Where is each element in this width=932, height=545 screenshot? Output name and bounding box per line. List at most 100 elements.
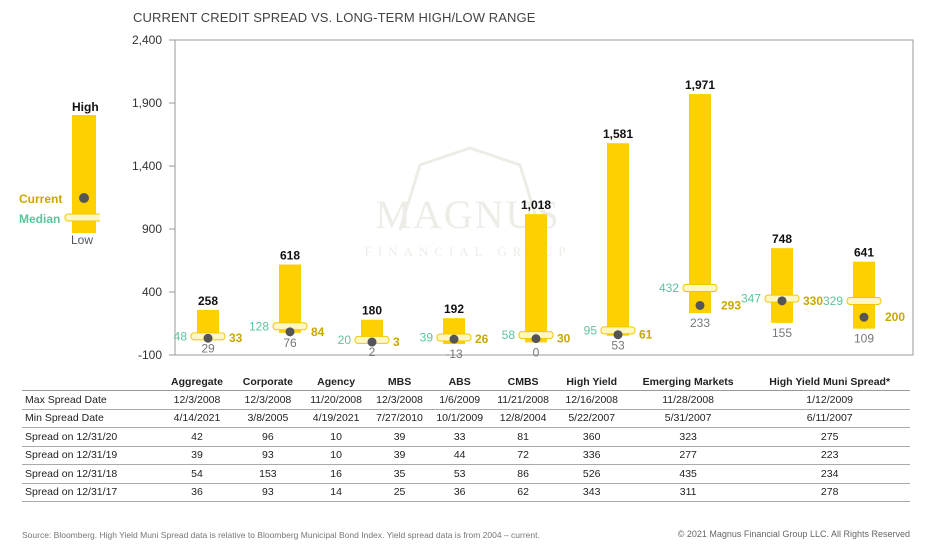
table-cell: 360 xyxy=(556,427,627,447)
table-cell: 12/8/2004 xyxy=(489,409,557,428)
legend-median-label: Median xyxy=(19,212,61,226)
table-cell: 526 xyxy=(556,464,627,484)
high-value-label: 258 xyxy=(198,294,218,308)
table-cell: 14 xyxy=(302,483,370,502)
table-cell: 3/8/2005 xyxy=(233,409,303,428)
table-cell: 4/14/2021 xyxy=(161,409,234,428)
table-header-blank xyxy=(22,376,161,391)
table-cell: 234 xyxy=(749,464,910,484)
range-bar xyxy=(853,261,875,329)
table-cell: 12/16/2008 xyxy=(556,390,627,410)
range-bar xyxy=(197,309,219,339)
table-row: Spread on 12/31/20 42 96 10 39 33 81 360 323 275 xyxy=(22,427,910,447)
legend-high-label: High xyxy=(72,100,99,114)
table-cell: 336 xyxy=(556,446,627,465)
table-header-2: Agency xyxy=(302,376,370,391)
copyright-note: © 2021 Magnus Financial Group LLC. All R… xyxy=(677,529,910,539)
table-header-row: Aggregate Corporate Agency MBS ABS CMBS High Y… xyxy=(22,376,910,391)
table-cell: 5/22/2007 xyxy=(556,409,627,428)
table-header-4: ABS xyxy=(429,376,490,391)
table-row: Max Spread Date 12/3/2008 12/3/2008 11/20/2… xyxy=(22,390,910,410)
low-value-label: 2 xyxy=(369,345,376,359)
table-cell: 12/3/2008 xyxy=(369,390,430,410)
table-cell: 35 xyxy=(369,464,430,484)
y-tick-label: 2,400 xyxy=(132,33,162,47)
legend-median-marker xyxy=(64,213,100,222)
high-value-label: 748 xyxy=(772,232,792,246)
table-cell: 16 xyxy=(302,464,370,484)
table-cell: 435 xyxy=(626,464,750,484)
table-cell: 12/3/2008 xyxy=(161,390,234,410)
range-bar xyxy=(607,143,629,336)
median-value-label: 95 xyxy=(584,323,598,337)
table-header-8: High Yield Muni Spread* xyxy=(749,376,910,391)
table-header-0: Aggregate xyxy=(161,376,234,391)
current-dot xyxy=(449,334,459,344)
low-value-label: 109 xyxy=(854,332,874,346)
table-cell: 11/20/2008 xyxy=(302,390,370,410)
current-value-label: 293 xyxy=(721,298,741,312)
table-cell: 39 xyxy=(369,427,430,447)
y-tick-label: 400 xyxy=(142,285,162,299)
table-cell: 93 xyxy=(233,483,303,502)
median-value-label: 432 xyxy=(659,281,679,295)
current-value-label: 30 xyxy=(557,332,571,346)
y-tick-label: -100 xyxy=(138,348,162,362)
table-cell: 62 xyxy=(489,483,557,502)
legend-bar xyxy=(64,115,100,233)
table-cell: 36 xyxy=(161,483,234,502)
high-value-label: 1,018 xyxy=(521,198,551,212)
table-row-label: Max Spread Date xyxy=(22,390,161,410)
table-header-3: MBS xyxy=(369,376,430,391)
table-cell: 311 xyxy=(626,483,750,502)
table-cell: 44 xyxy=(429,446,490,465)
high-value-label: 1,971 xyxy=(685,78,715,92)
y-tick-label: 1,400 xyxy=(132,159,162,173)
table-cell: 275 xyxy=(749,427,910,447)
median-marker xyxy=(846,296,882,305)
high-value-label: 1,581 xyxy=(603,127,633,141)
table-header-5: CMBS xyxy=(489,376,557,391)
current-value-label: 3 xyxy=(393,335,400,349)
table-cell: 86 xyxy=(489,464,557,484)
chart-legend: High Current Median Low xyxy=(0,0,130,260)
current-dot xyxy=(859,312,869,322)
table-header-6: High Yield xyxy=(556,376,627,391)
table-cell: 53 xyxy=(429,464,490,484)
current-dot xyxy=(367,337,377,347)
median-value-label: 329 xyxy=(823,294,843,308)
low-value-label: 233 xyxy=(690,316,710,330)
median-value-label: 347 xyxy=(741,292,761,306)
table-row-label: Min Spread Date xyxy=(22,409,161,428)
table-cell: 39 xyxy=(161,446,234,465)
high-value-label: 192 xyxy=(444,302,464,316)
median-value-label: 20 xyxy=(338,333,352,347)
plot-frame xyxy=(174,39,914,356)
table-cell: 39 xyxy=(369,446,430,465)
table-cell: 25 xyxy=(369,483,430,502)
high-value-label: 180 xyxy=(362,304,382,318)
range-bar xyxy=(689,94,711,314)
chart-title: CURRENT CREDIT SPREAD VS. LONG-TERM HIGH… xyxy=(133,10,536,25)
table-row: Spread on 12/31/19 39 93 10 39 44 72 336 277 223 xyxy=(22,446,910,465)
current-dot xyxy=(613,330,623,340)
table-cell: 11/28/2008 xyxy=(626,390,750,410)
legend-current-label: Current xyxy=(19,192,63,206)
median-value-label: 58 xyxy=(502,328,516,342)
table-row: Spread on 12/31/17 36 93 14 25 36 62 343 311 278 xyxy=(22,483,910,502)
table-cell: 323 xyxy=(626,427,750,447)
low-value-label: 29 xyxy=(201,342,215,356)
watermark-shield-icon xyxy=(398,146,542,231)
high-value-label: 618 xyxy=(280,249,300,263)
table-cell: 7/27/2010 xyxy=(369,409,430,428)
table-header-1: Corporate xyxy=(233,376,303,391)
table-cell: 81 xyxy=(489,427,557,447)
table-cell: 1/12/2009 xyxy=(749,390,910,410)
table-cell: 10 xyxy=(302,427,370,447)
table-row-label: Spread on 12/31/17 xyxy=(22,483,161,502)
current-dot xyxy=(203,333,213,343)
range-chart: MAGNUS FINANCIAL GROUP -1004009001,4001,… xyxy=(132,33,914,362)
table-cell: 33 xyxy=(429,427,490,447)
table-cell: 343 xyxy=(556,483,627,502)
table-row-label: Spread on 12/31/20 xyxy=(22,427,161,447)
